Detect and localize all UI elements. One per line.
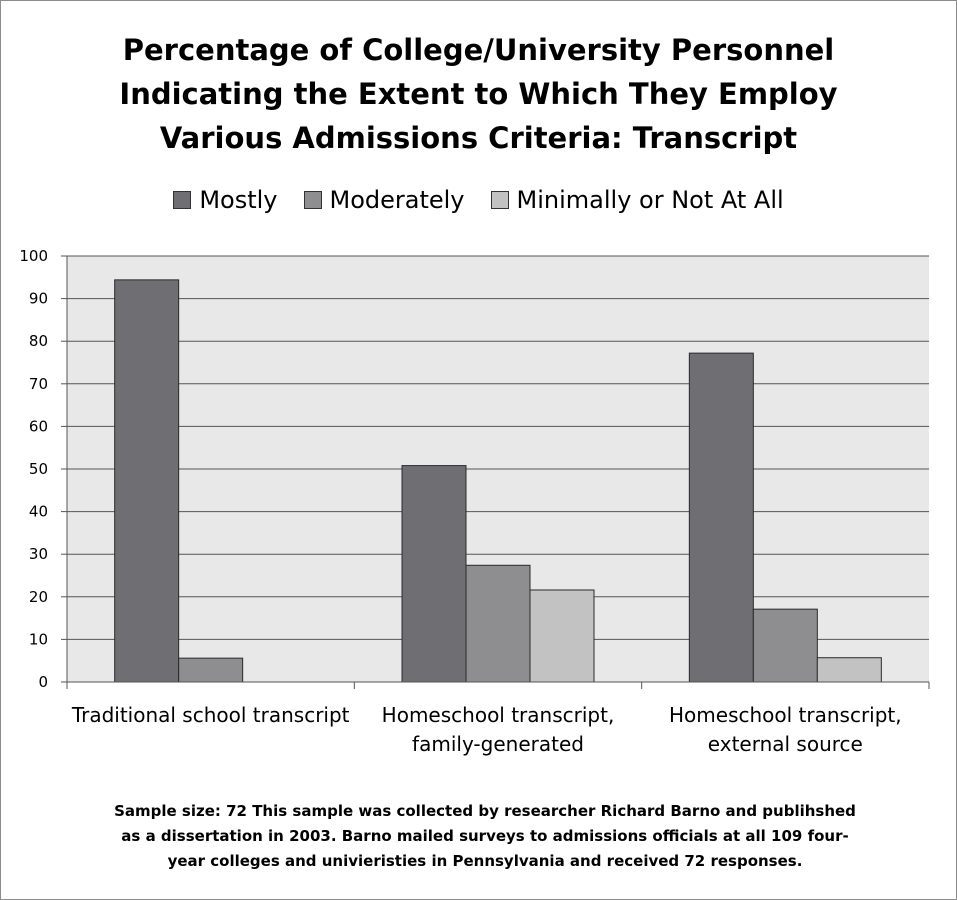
legend-swatch (303, 191, 322, 209)
bar-mostly (688, 352, 754, 683)
chart-legend: Mostly Moderately Minimally or Not At Al… (0, 186, 957, 214)
y-tick-label: 0 (38, 673, 48, 691)
y-tick-label: 30 (29, 545, 48, 563)
x-category-label: family-generated (412, 732, 584, 756)
bar-mostly (114, 279, 180, 683)
note-line: Sample size: 72 This sample was collecte… (114, 802, 856, 820)
y-tick-label: 20 (29, 588, 48, 606)
legend-item-minimally: Minimally or Not At All (490, 186, 784, 214)
legend-label: Minimally or Not At All (516, 186, 784, 214)
x-category-label: Homeschool transcript, (382, 703, 615, 727)
legend-swatch (173, 191, 192, 209)
chart-title-line: Various Admissions Criteria: Transcript (159, 121, 798, 155)
y-tick-label: 10 (29, 630, 48, 648)
y-tick-label: 70 (29, 375, 48, 393)
y-tick-label: 90 (29, 290, 48, 308)
chart-title-line: Percentage of College/University Personn… (122, 33, 835, 67)
x-category-label: Homeschool transcript, (669, 703, 902, 727)
y-tick-label: 60 (29, 417, 48, 435)
chart-title: Percentage of College/University Personn… (0, 28, 957, 160)
y-tick-label: 80 (29, 332, 48, 350)
note-line: year colleges and univieristies in Penns… (167, 852, 803, 870)
bar-moderately (752, 608, 818, 683)
note-line: as a dissertation in 2003. Barno mailed … (121, 827, 849, 845)
x-category-label: Traditional school transcript (71, 703, 350, 727)
bar-minimally-or-not-at-all (816, 657, 882, 683)
legend-label: Mostly (199, 186, 278, 214)
sample-note: Sample size: 72 This sample was collecte… (90, 799, 880, 874)
chart-plot: 0 10 20 30 40 50 60 70 80 90 100 Traditional school… (19, 247, 930, 756)
chart-title-line: Indicating the Extent to Which They Empl… (119, 77, 838, 111)
legend-item-moderately: Moderately (303, 186, 465, 214)
bar-minimally-or-not-at-all (529, 589, 595, 683)
bar-mostly (401, 465, 467, 683)
x-category-label: external source (708, 732, 863, 756)
y-tick-label: 40 (29, 503, 48, 521)
bar-moderately (465, 564, 531, 683)
legend-label: Moderately (329, 186, 465, 214)
y-tick-label: 100 (19, 247, 48, 265)
y-tick-label: 50 (29, 460, 48, 478)
legend-swatch (490, 191, 509, 209)
legend-item-mostly: Mostly (173, 186, 278, 214)
bar-moderately (178, 657, 244, 683)
